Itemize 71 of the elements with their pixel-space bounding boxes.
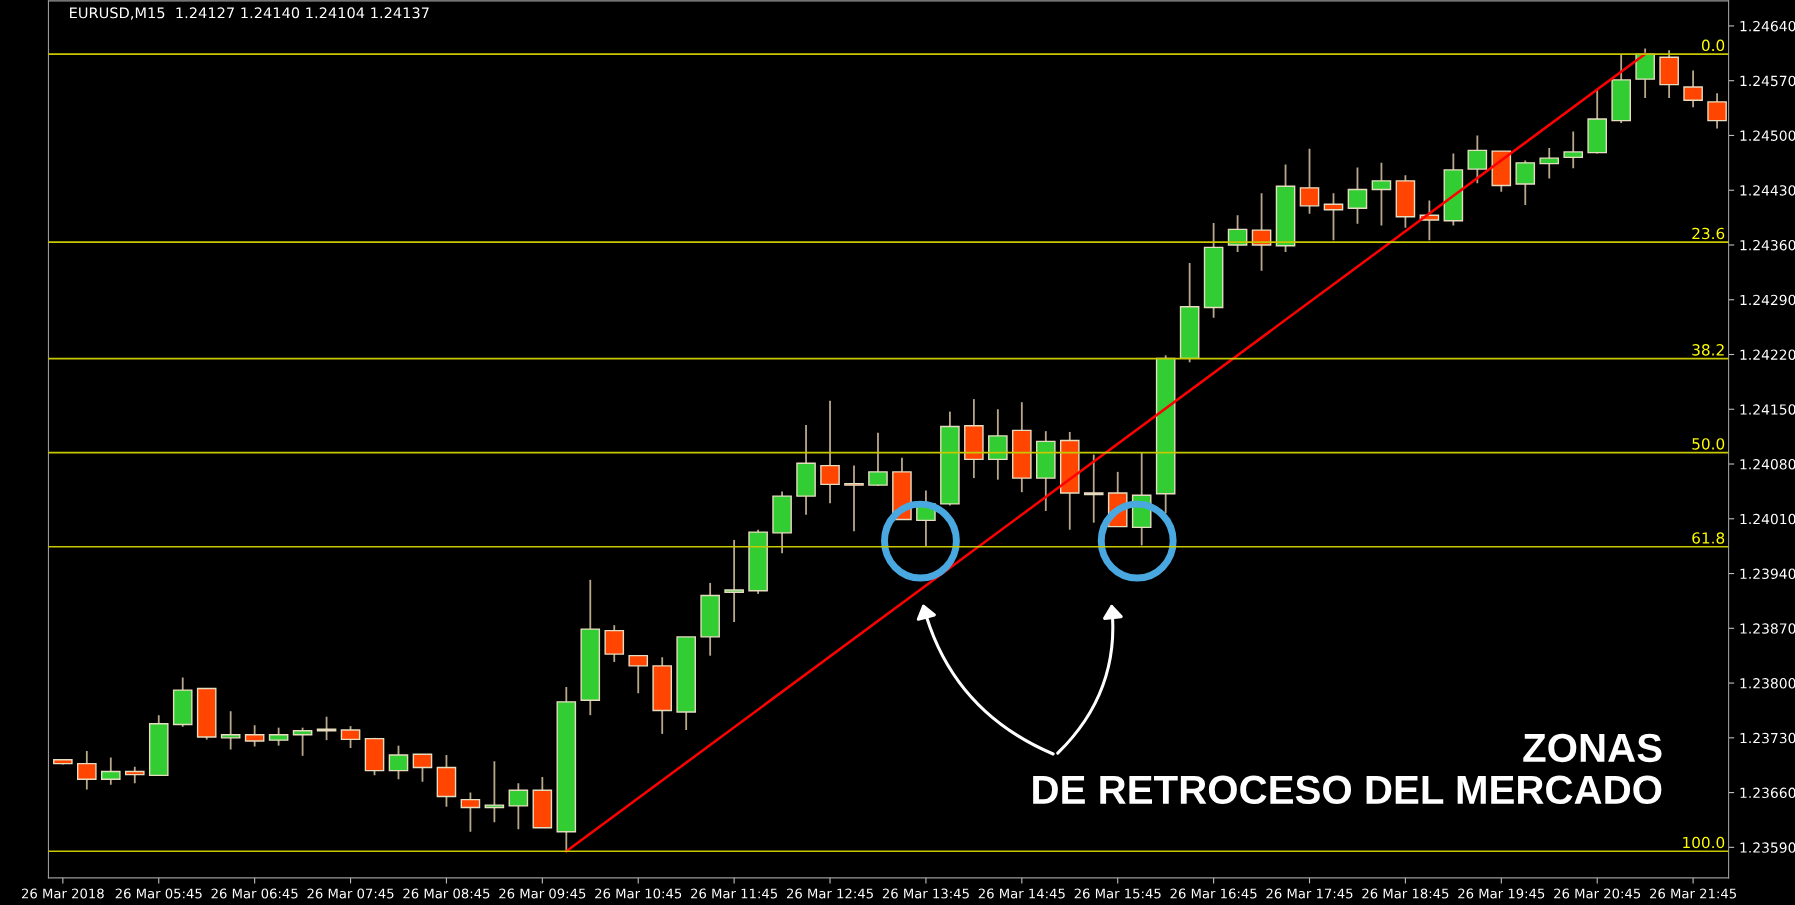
annotation: ZONAS DE RETROCESO DEL MERCADO xyxy=(1033,733,1662,805)
ref-line-label: 23.6 xyxy=(1692,227,1725,240)
candlestick xyxy=(220,710,241,751)
x-tick-label: 26 Mar 06:45 xyxy=(211,888,298,899)
x-tick-label: 26 Mar 12:45 xyxy=(786,888,873,899)
ref-line-label: 38.2 xyxy=(1692,344,1724,356)
y-tick-label: 1.24290 xyxy=(1740,294,1795,306)
candlestick xyxy=(508,782,529,831)
x-tick-label: 26 Mar 19:45 xyxy=(1458,888,1545,899)
ref-line-label: 50.0 xyxy=(1692,438,1725,450)
chart-title: EURUSD,M15 1.24127 1.24140 1.24104 1.24137 xyxy=(70,7,429,20)
candlestick xyxy=(1563,130,1584,170)
y-tick-label: 1.24500 xyxy=(1740,130,1795,141)
candlestick xyxy=(388,744,409,781)
x-tick-label: 26 Mar 17:45 xyxy=(1266,888,1353,899)
candlestick xyxy=(868,431,888,487)
ref-line-label: 100.0 xyxy=(1683,836,1725,849)
y-tick-label: 1.24640 xyxy=(1740,20,1795,32)
candlestick xyxy=(1539,147,1560,180)
x-tick-label: 26 Mar 05:45 xyxy=(115,888,202,899)
y-tick-label: 1.24220 xyxy=(1740,349,1795,360)
candlestick xyxy=(1707,92,1727,130)
y-tick-label: 1.23660 xyxy=(1740,787,1795,799)
candlestick xyxy=(460,791,481,833)
candlestick xyxy=(844,464,864,533)
y-tick-label: 1.24010 xyxy=(1740,513,1795,525)
y-tick-label: 1.23940 xyxy=(1740,568,1795,580)
x-tick-label: 26 Mar 09:45 xyxy=(499,888,586,899)
candlestick xyxy=(100,756,121,786)
candlestick xyxy=(1467,134,1488,185)
ref-line-label: 0.0 xyxy=(1701,39,1725,52)
candlestick xyxy=(1299,147,1320,215)
x-tick-label: 26 Mar 07:45 xyxy=(307,888,394,899)
candlestick xyxy=(604,624,625,663)
ref-line-label: 61.8 xyxy=(1692,532,1725,544)
x-tick-label: 26 Mar 16:45 xyxy=(1170,888,1257,899)
x-tick-label: 26 Mar 13:45 xyxy=(882,888,969,899)
candlestick xyxy=(340,725,361,749)
candlestick xyxy=(244,724,265,748)
candlestick xyxy=(1251,192,1272,272)
candlestick xyxy=(628,654,649,695)
candlestick xyxy=(820,399,840,505)
candlestick xyxy=(988,408,1008,481)
y-tick-label: 1.24150 xyxy=(1740,404,1795,415)
x-tick-label: 26 Mar 18:45 xyxy=(1362,888,1449,899)
x-tick-label: 26 Mar 08:45 xyxy=(403,888,490,899)
candlestick xyxy=(412,753,433,783)
candlestick xyxy=(1683,69,1703,109)
candlestick xyxy=(292,726,313,757)
x-tick-label: 26 Mar 2018 xyxy=(21,888,104,899)
candlestick xyxy=(1083,453,1104,524)
y-tick-label: 1.24360 xyxy=(1740,239,1795,251)
candlestick xyxy=(1515,159,1536,206)
candlestick xyxy=(724,538,744,623)
x-tick-label: 26 Mar 14:45 xyxy=(978,888,1065,899)
y-tick-label: 1.24430 xyxy=(1740,185,1795,196)
y-tick-label: 1.23800 xyxy=(1740,678,1795,689)
x-tick-label: 26 Mar 21:45 xyxy=(1650,888,1736,899)
candlestick xyxy=(484,760,505,824)
x-tick-label: 26 Mar 11:45 xyxy=(691,888,778,899)
y-tick-label: 1.24570 xyxy=(1740,75,1795,87)
candlestick xyxy=(1371,161,1392,227)
y-tick-label: 1.23590 xyxy=(1740,842,1795,853)
x-tick-label: 26 Mar 20:45 xyxy=(1554,888,1641,899)
x-tick-label: 26 Mar 15:45 xyxy=(1074,888,1161,899)
candlestick xyxy=(77,750,97,791)
x-tick-label: 26 Mar 10:45 xyxy=(595,888,682,899)
candlestick xyxy=(1347,166,1368,225)
y-tick-label: 1.23730 xyxy=(1740,732,1795,744)
y-tick-label: 1.24080 xyxy=(1740,458,1795,470)
y-tick-label: 1.23870 xyxy=(1740,623,1795,634)
